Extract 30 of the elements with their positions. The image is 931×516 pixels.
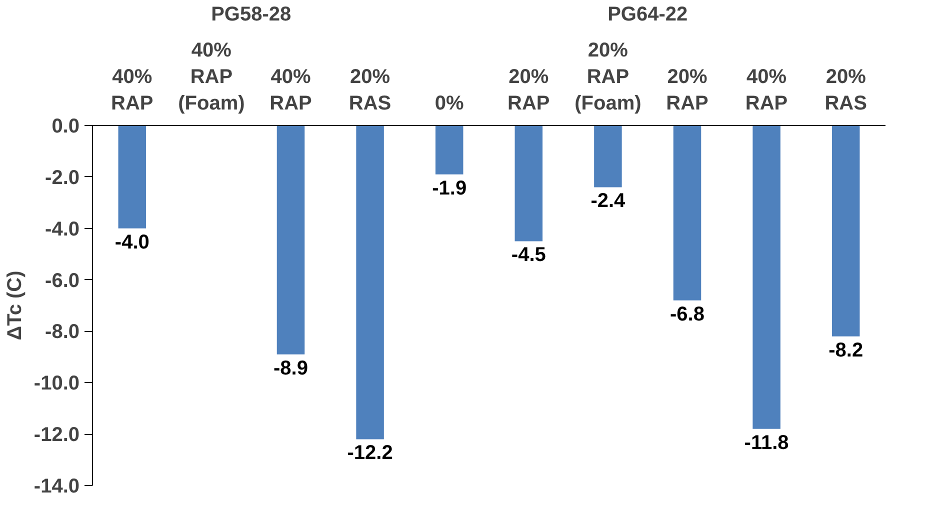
data-label: -4.5 [511,244,546,266]
x-tick-label: 20% RAP (Foam) [574,40,642,114]
x-tick-label: 20% RAP [666,66,708,114]
data-label: -8.2 [828,339,864,362]
x-tick-label: 40% RAP (Foam) [178,40,245,114]
y-tick-label: -4.0 [45,218,80,240]
data-label: -6.8 [670,303,704,326]
y-tick-label: -14.0 [34,476,80,498]
y-tick-label: 0.0 [52,116,80,138]
x-tick-label: 20% RAS [824,66,867,114]
x-tick-label: 40% RAP [270,66,312,114]
x-tick-label: 40% RAP [111,66,154,114]
y-tick-label: -10.0 [34,372,80,395]
data-label: -4.0 [114,231,150,254]
text: PG58-28 [211,4,292,26]
x-tick-label: 20% RAP [508,66,550,114]
y-tick-label: -6.0 [45,270,80,292]
y-axis-title: ΔTc (C) [4,270,26,340]
x-tick-label: 20% RAS [348,66,392,114]
data-label: -8.9 [274,357,308,380]
data-label: -1.9 [432,177,467,200]
x-tick-label: 0% [434,92,464,114]
y-tick-label: -2.0 [45,166,80,189]
y-tick-label: -12.0 [34,424,80,446]
text: PG64-22 [608,4,688,26]
y-tick-label: -8.0 [45,321,80,344]
data-label: -11.8 [744,432,789,454]
data-label: -2.4 [590,190,626,212]
data-label: -12.2 [347,442,393,464]
x-tick-label: 40% RAP [745,66,788,114]
